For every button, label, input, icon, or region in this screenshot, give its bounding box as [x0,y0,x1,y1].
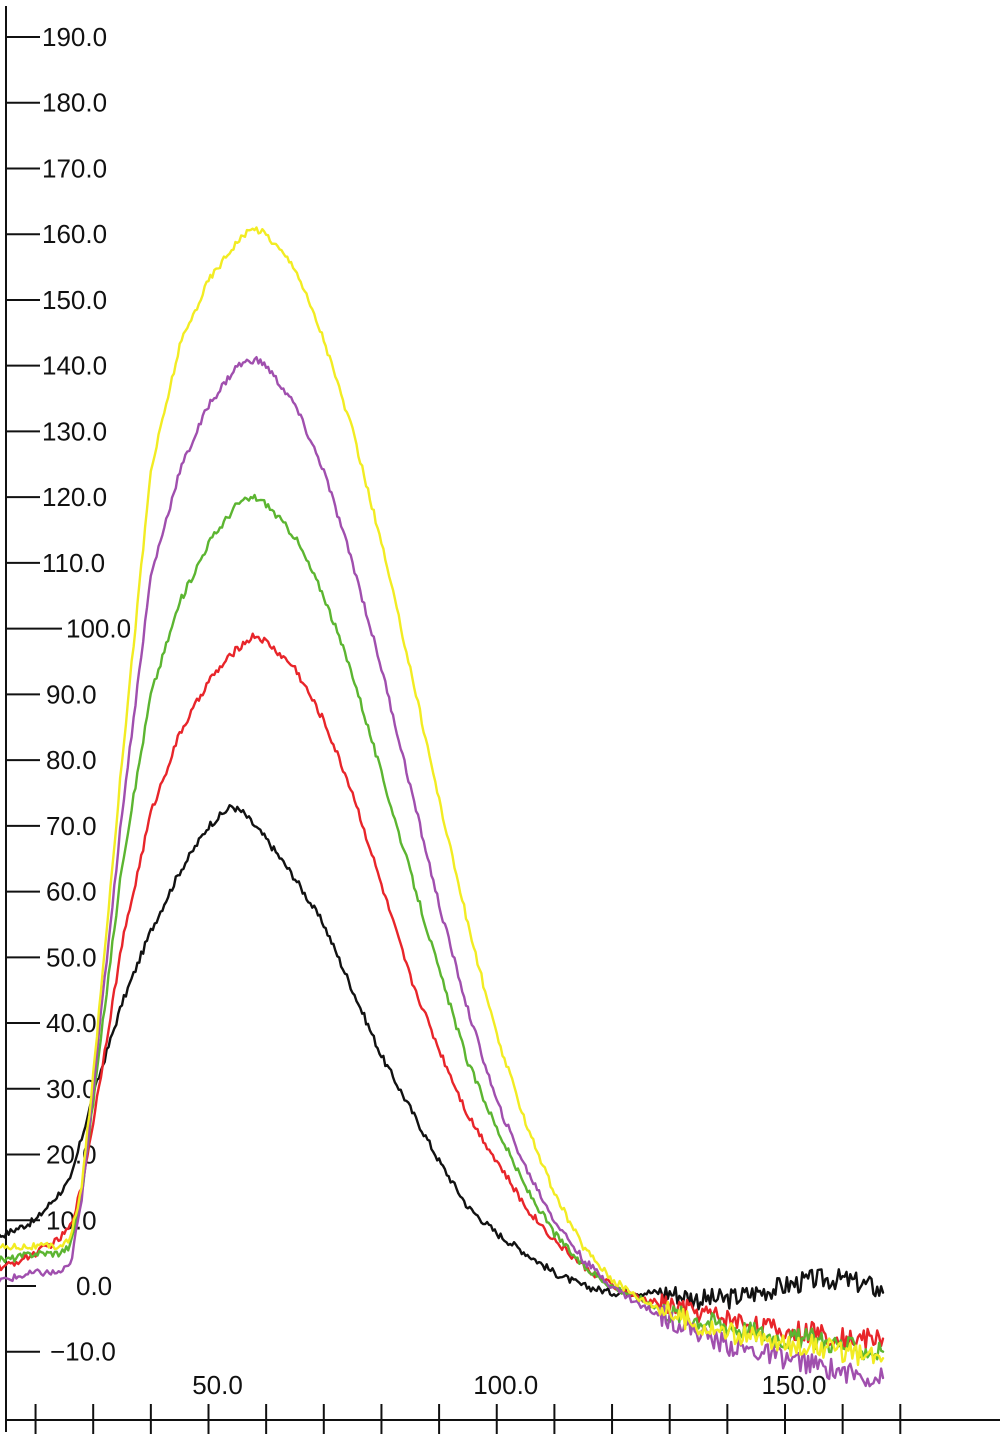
y-tick-label: 60.0 [46,877,97,907]
y-tick-label: −10.0 [50,1337,116,1367]
y-axis-ticks: 190.0 180.0 170.0 160.0 150.0 140.0 130.0 120.0… [6,22,131,1367]
x-axis-ticks: 50.0 100.0 150.0 [6,1370,902,1434]
y-tick-label: 120.0 [42,482,107,512]
y-tick-label: 100.0 [66,614,131,644]
x-tick-label: 100.0 [473,1370,538,1400]
y-tick-label: 190.0 [42,22,107,52]
y-tick-label: 30.0 [46,1074,97,1104]
y-tick-label: 150.0 [42,285,107,315]
y-tick-label: 0.0 [76,1271,112,1301]
y-tick-label: 130.0 [42,416,107,446]
x-tick-label: 50.0 [192,1370,243,1400]
y-tick-label: 50.0 [46,942,97,972]
series-1-line [0,804,885,1311]
y-tick-label: 70.0 [46,811,97,841]
series-4-line [0,356,885,1388]
y-tick-label: 80.0 [46,745,97,775]
y-tick-label: 170.0 [42,153,107,183]
y-tick-label: 40.0 [46,1008,97,1038]
y-tick-label: 140.0 [42,351,107,381]
series-layer [0,226,885,1388]
series-3-line [0,493,885,1361]
series-2-line [0,632,885,1351]
y-tick-label: 110.0 [42,548,105,578]
y-tick-label: 90.0 [46,679,97,709]
y-tick-label: 180.0 [42,88,107,118]
series-5-line [0,226,885,1367]
x-tick-label: 150.0 [761,1370,826,1400]
y-tick-label: 160.0 [42,219,107,249]
